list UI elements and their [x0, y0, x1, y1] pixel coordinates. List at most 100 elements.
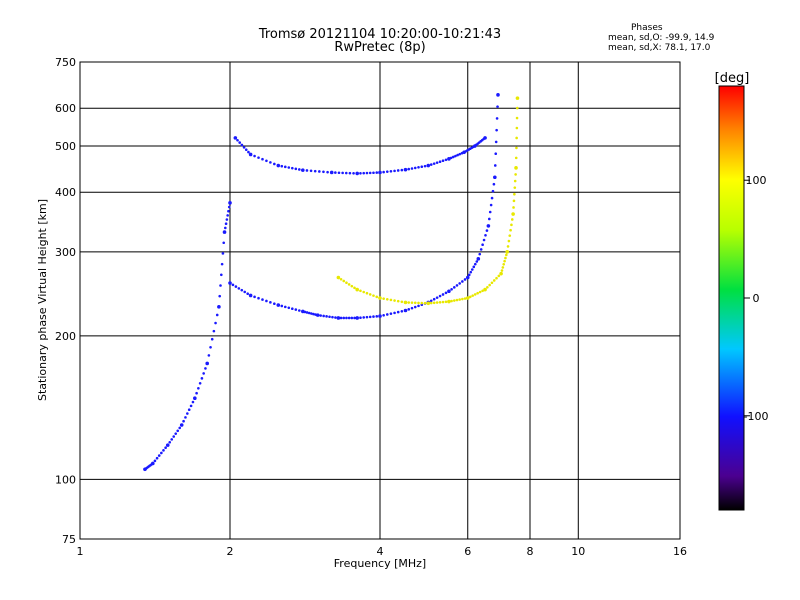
trace-point: [458, 298, 461, 301]
trace-point: [160, 451, 163, 455]
trace-point: [353, 286, 356, 290]
trace-point: [240, 143, 244, 147]
trace-point: [243, 290, 247, 294]
trace-point: [495, 128, 498, 132]
trace-point: [328, 315, 331, 319]
trace-point: [365, 171, 369, 175]
data-point: [355, 287, 359, 292]
trace-point: [348, 171, 352, 175]
trace-point: [269, 161, 272, 164]
trace-point: [396, 169, 400, 172]
trace-point: [452, 299, 456, 302]
trace-point: [375, 171, 379, 174]
data-point: [336, 275, 341, 280]
phase-stats-o: mean, sd,O: -99.9, 14.9: [608, 33, 715, 43]
trace-point: [350, 316, 354, 320]
trace-point: [382, 170, 385, 174]
trace-point: [189, 404, 193, 408]
y-tick-label: 75: [62, 533, 76, 546]
trace-point: [345, 281, 348, 284]
trace-point: [176, 429, 180, 433]
data-point: [301, 168, 305, 172]
trace-point: [325, 315, 328, 318]
trace-point: [195, 391, 198, 395]
trace-point: [410, 301, 414, 304]
data-point: [465, 275, 470, 280]
data-point: [205, 361, 209, 366]
trace-point: [168, 440, 172, 444]
trace-point: [490, 196, 494, 200]
trace-point: [287, 306, 291, 310]
trace-point: [481, 243, 484, 247]
trace-point: [236, 138, 239, 142]
trace-point: [490, 281, 494, 285]
data-point: [378, 170, 382, 175]
trace-point: [413, 301, 417, 305]
trace-point: [492, 279, 496, 282]
trace-point: [455, 284, 459, 287]
colorbar-label: [deg]: [715, 71, 750, 86]
trace-point: [359, 171, 362, 175]
trace-point: [470, 268, 474, 271]
data-point: [486, 224, 491, 228]
data-point: [217, 305, 221, 309]
trace-point: [485, 229, 489, 232]
trace-point: [265, 159, 268, 163]
trace-point: [261, 157, 264, 161]
trace-point: [210, 337, 214, 341]
colorbar-tick-label: -100: [744, 410, 769, 423]
trace-point: [438, 160, 442, 163]
data-point: [233, 136, 238, 140]
trace-point: [307, 311, 311, 315]
trace-point: [337, 171, 341, 175]
trace-point: [198, 382, 202, 385]
trace-point: [494, 152, 498, 156]
trace-point: [407, 167, 411, 171]
trace-point: [291, 307, 294, 310]
trace-point: [429, 301, 433, 305]
trace-point: [215, 313, 219, 317]
trace-point: [222, 241, 226, 245]
trace-point: [247, 150, 250, 154]
trace-point: [509, 228, 512, 232]
trace-point: [174, 432, 178, 435]
trace-point: [492, 182, 496, 186]
plot-frame: [79, 61, 681, 540]
data-point: [403, 300, 408, 305]
trace-point: [375, 315, 379, 318]
trace-point: [224, 226, 227, 230]
trace-point: [347, 316, 351, 320]
trace-point: [246, 292, 249, 295]
trace-point: [212, 329, 216, 333]
trace-point: [463, 278, 467, 281]
trace-point: [319, 314, 322, 317]
trace-point: [231, 283, 235, 287]
data-point: [499, 271, 503, 276]
trace-point: [214, 321, 217, 325]
trace-point: [506, 245, 510, 248]
y-tick-label: 100: [55, 473, 76, 486]
trace-point: [237, 287, 241, 290]
x-axis-label: Frequency [MHz]: [334, 557, 426, 570]
trace-point: [393, 311, 396, 315]
trace-point: [342, 316, 346, 320]
data-point: [355, 316, 359, 320]
trace-point: [432, 162, 436, 165]
trace-point: [513, 179, 517, 183]
trace-point: [479, 248, 483, 251]
y-tick-label: 300: [55, 246, 76, 259]
data-point: [329, 170, 334, 175]
x-tick-label: 10: [571, 545, 585, 558]
trace-point: [219, 284, 222, 287]
trace-point: [423, 301, 427, 305]
trace-point: [515, 136, 518, 140]
trace-point: [472, 265, 476, 269]
trace-point: [359, 289, 362, 293]
trace-point: [507, 239, 511, 243]
trace-point: [207, 354, 211, 357]
y-tick-label: 400: [55, 186, 76, 199]
y-tick-label: 500: [55, 140, 76, 153]
trace-point: [407, 301, 411, 304]
trace-point: [417, 301, 420, 305]
axis-ticks: 1 2 4 6 8 10 16 75 100 200 300 400 500 600 750: [55, 56, 687, 558]
